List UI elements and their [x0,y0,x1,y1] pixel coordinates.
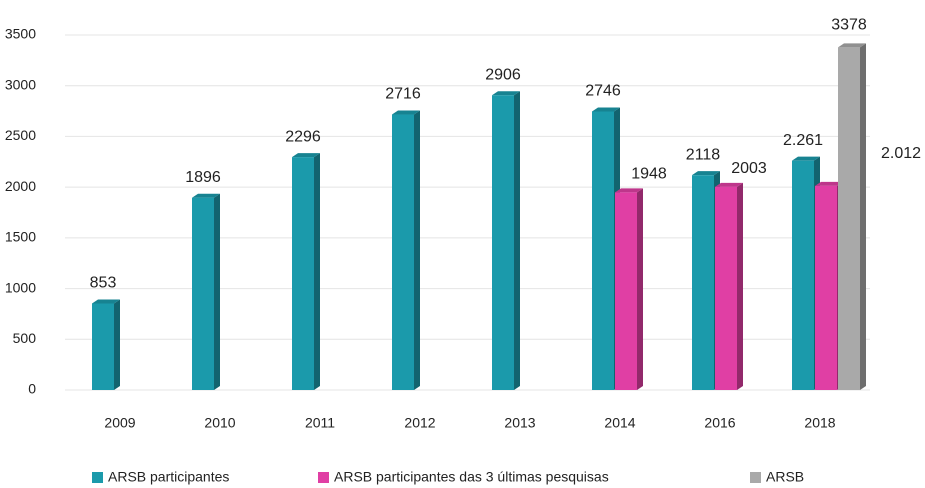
x-tick-label: 2011 [305,415,335,431]
y-tick-label: 1000 [5,279,36,295]
legend-swatch [318,472,329,483]
bar-top [92,299,120,304]
x-tick-label: 2016 [704,415,735,431]
legend-swatch [750,472,761,483]
bar [492,95,514,391]
bar [615,192,637,390]
bar [592,111,614,390]
value-label: 2906 [485,66,521,83]
bar-top [692,171,720,176]
x-tick-label: 2012 [404,415,435,431]
y-tick-label: 2500 [5,127,36,143]
bar-side [514,91,520,391]
x-tick-label: 2014 [604,415,635,431]
bar [192,197,214,390]
value-label: 1896 [185,169,221,186]
y-tick-label: 3500 [5,26,36,42]
bar-top [392,110,420,115]
bar [392,114,414,391]
bar [792,160,814,390]
x-tick-label: 2013 [504,415,535,431]
legend-label: ARSB participantes [108,469,229,485]
bar [292,157,314,390]
bar-side [737,182,743,390]
bar-top [615,188,643,193]
bar-side [860,43,866,390]
bar-top [292,153,320,158]
bar [838,47,860,390]
value-label: 2118 [686,146,721,163]
y-tick-label: 2000 [5,178,36,194]
x-tick-label: 2009 [104,415,135,431]
y-tick-label: 3000 [5,76,36,92]
y-tick-label: 500 [13,330,37,346]
value-label: 2003 [731,160,767,177]
bar-side [114,299,120,390]
x-tick-label: 2010 [204,415,235,431]
bar [715,186,737,390]
bar-top [715,182,743,187]
bar-side [414,110,420,391]
bar [692,175,714,390]
value-label: 1948 [631,166,667,183]
value-label: 2716 [385,86,421,103]
value-label: 2.261 [783,132,823,149]
y-tick-label: 1500 [5,229,36,245]
bar-top [815,181,843,186]
legend-label: ARSB participantes das 3 últimas pesquis… [334,469,609,485]
bar-top [838,43,866,48]
bar [92,303,114,390]
bar-side [637,188,643,390]
value-label: 2296 [285,128,321,145]
bar-side [214,193,220,390]
y-tick-label: 0 [28,381,36,397]
bar-side [314,153,320,390]
value-label: 3378 [831,17,867,34]
value-label: 2746 [585,83,621,100]
value-label: 853 [90,275,117,292]
bar-top [492,91,520,96]
legend-label: ARSB [766,469,804,485]
legend-swatch [92,472,103,483]
bar-top [792,156,820,161]
bar [815,185,837,390]
value-label: 2.012 [881,145,921,162]
bar-top [592,107,620,112]
bar-top [192,193,220,198]
x-tick-label: 2018 [804,415,835,431]
